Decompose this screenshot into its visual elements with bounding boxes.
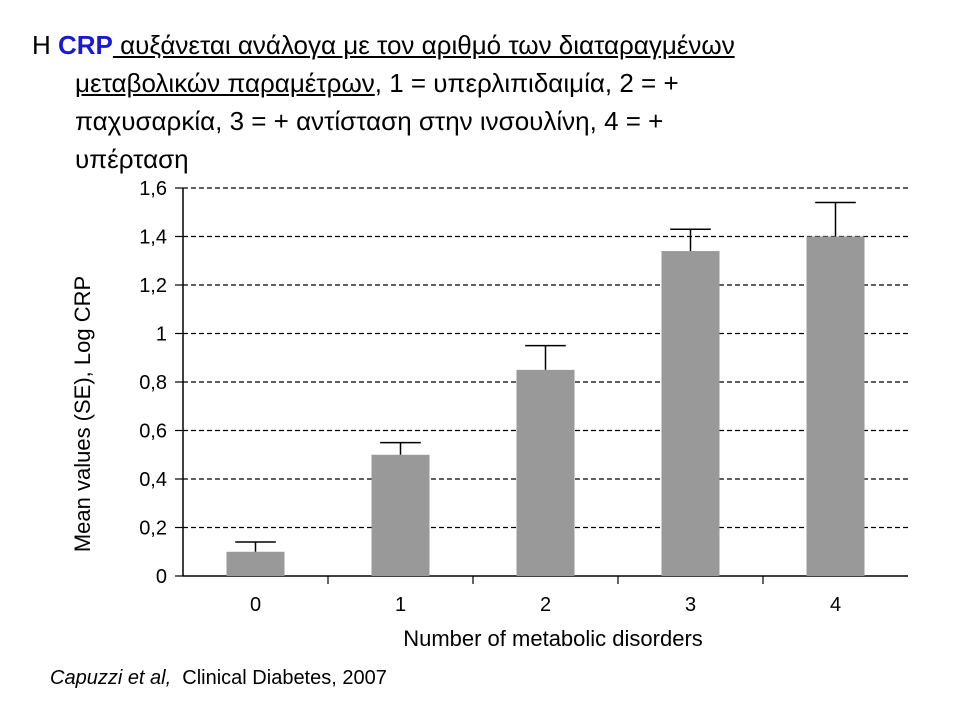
y-tick-label: 0,4 xyxy=(139,469,167,491)
bar xyxy=(226,551,285,576)
y-tick-label: 0,8 xyxy=(139,372,167,394)
bars xyxy=(226,201,865,584)
y-tick-label: 1,6 xyxy=(139,178,167,200)
bar xyxy=(516,369,575,576)
heading-rest-2: , 1 = υπερλιπιδαιμία, 2 = + xyxy=(374,68,679,98)
bar xyxy=(806,236,865,576)
heading-line-1: Η CRP αυξάνεται ανάλογα με τον αριθμό τω… xyxy=(32,26,932,64)
heading-underlined-1: αυξάνεται ανάλογα με τον αριθμό των διατ… xyxy=(112,30,735,60)
citation-source: Clinical Diabetes, 2007 xyxy=(171,667,387,689)
x-tick-label: 3 xyxy=(685,594,696,616)
y-tick-label: 0,6 xyxy=(139,421,167,443)
heading-line-2: μεταβολικών παραμέτρων, 1 = υπερλιπιδαιμ… xyxy=(32,64,932,102)
x-tick-labels: 0 1 2 3 4 xyxy=(250,594,841,616)
x-tick-label: 2 xyxy=(540,594,551,616)
bar xyxy=(661,251,720,577)
crp-keyword: CRP xyxy=(58,30,113,60)
x-tick-label: 4 xyxy=(830,594,841,616)
y-tick-label: 0 xyxy=(156,566,167,588)
heading-prefix: Η xyxy=(32,30,58,60)
y-tick-label: 0,2 xyxy=(139,518,167,540)
x-tick-label: 0 xyxy=(250,594,261,616)
citation-authors: Capuzzi et al, xyxy=(50,667,172,689)
slide-heading: Η CRP αυξάνεται ανάλογα με τον αριθμό τω… xyxy=(32,26,932,178)
y-tick-label: 1,2 xyxy=(139,275,167,297)
x-axis-title: Number of metabolic disorders xyxy=(403,626,703,651)
heading-line-4: υπέρταση xyxy=(75,144,189,174)
y-tick-labels: 0 0,2 0,4 0,6 0,8 1 1,2 1,4 1,6 xyxy=(139,178,167,588)
bar xyxy=(371,454,430,576)
y-tick-label: 1 xyxy=(156,324,167,346)
y-axis-title: Mean values (SE), Log CRP xyxy=(70,276,95,552)
citation: Capuzzi et al, Clinical Diabetes, 2007 xyxy=(50,667,387,690)
heading-line-3: παχυσαρκία, 3 = + αντίσταση στην ινσουλί… xyxy=(75,106,664,136)
x-tick-label: 1 xyxy=(395,594,406,616)
heading-underlined-2: μεταβολικών παραμέτρων xyxy=(75,68,375,98)
y-tick-label: 1,4 xyxy=(139,227,167,249)
